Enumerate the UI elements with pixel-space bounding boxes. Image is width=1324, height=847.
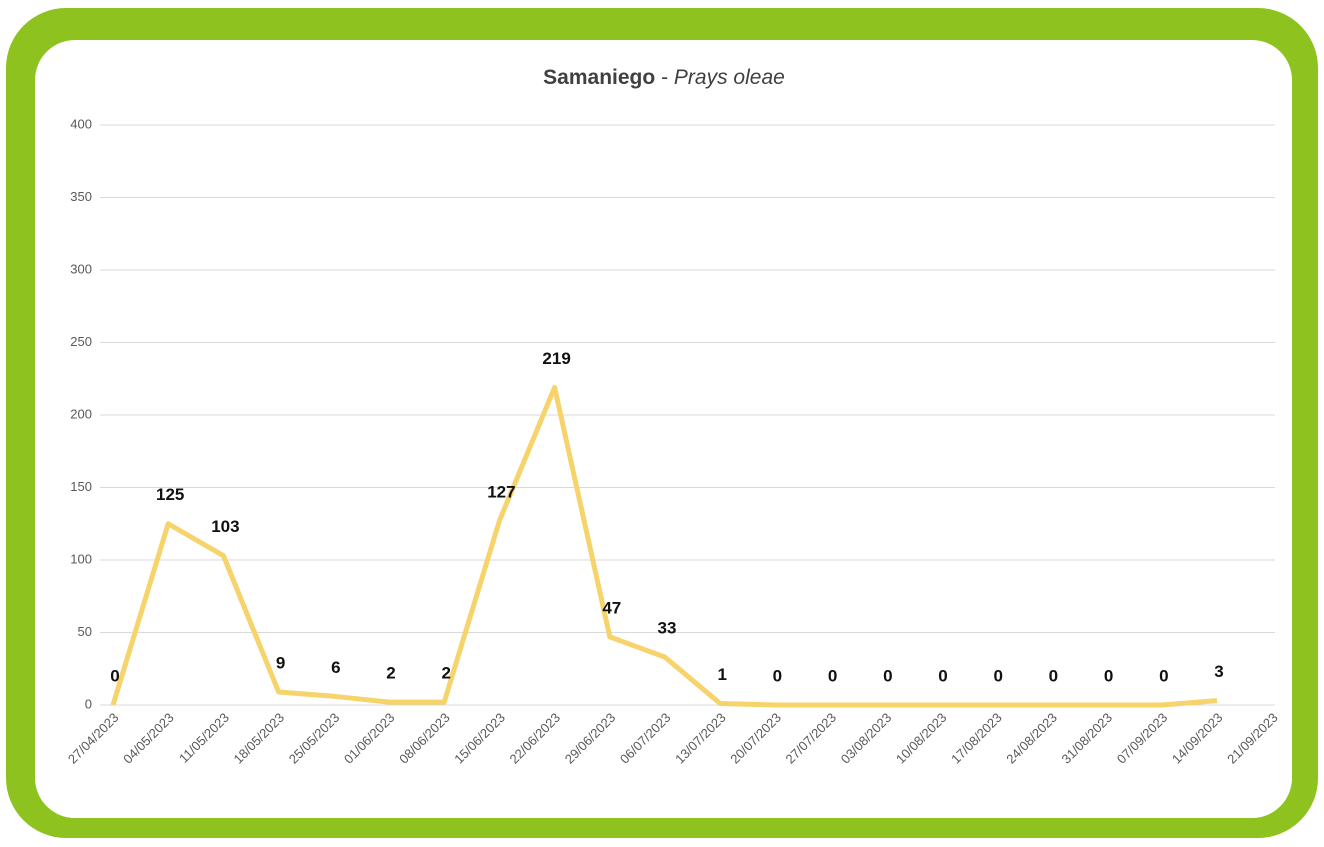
title-species: Prays oleae — [674, 66, 785, 89]
data-label: 1 — [717, 665, 726, 684]
chart-title: Samaniego - Prays oleae — [543, 66, 785, 89]
data-label: 0 — [1104, 666, 1113, 685]
data-label: 0 — [828, 666, 837, 685]
y-tick-label: 250 — [70, 334, 92, 349]
data-label: 2 — [441, 664, 450, 683]
y-tick-label: 150 — [70, 479, 92, 494]
data-label: 9 — [276, 653, 285, 672]
y-tick-label: 350 — [70, 189, 92, 204]
data-label: 0 — [110, 666, 119, 685]
data-label: 2 — [386, 664, 395, 683]
panel — [35, 40, 1292, 818]
data-label: 125 — [156, 485, 184, 504]
data-label: 0 — [938, 666, 947, 685]
data-label: 47 — [602, 598, 621, 617]
y-tick-label: 300 — [70, 261, 92, 276]
y-tick-label: 0 — [85, 696, 92, 711]
data-label: 219 — [542, 349, 570, 368]
data-label: 0 — [1159, 666, 1168, 685]
y-tick-label: 400 — [70, 116, 92, 131]
y-tick-label: 50 — [78, 624, 92, 639]
data-label: 0 — [1049, 666, 1058, 685]
data-label: 0 — [993, 666, 1002, 685]
title-place: Samaniego — [543, 66, 655, 89]
data-label: 3 — [1214, 662, 1223, 681]
title-sep: - — [661, 66, 668, 89]
data-label: 103 — [211, 517, 239, 536]
data-label: 127 — [487, 482, 515, 501]
y-tick-label: 200 — [70, 406, 92, 421]
data-label: 6 — [331, 658, 340, 677]
data-label: 33 — [658, 619, 677, 638]
y-tick-label: 100 — [70, 551, 92, 566]
data-line — [110, 384, 1218, 708]
data-label: 0 — [883, 666, 892, 685]
data-label: 0 — [773, 666, 782, 685]
